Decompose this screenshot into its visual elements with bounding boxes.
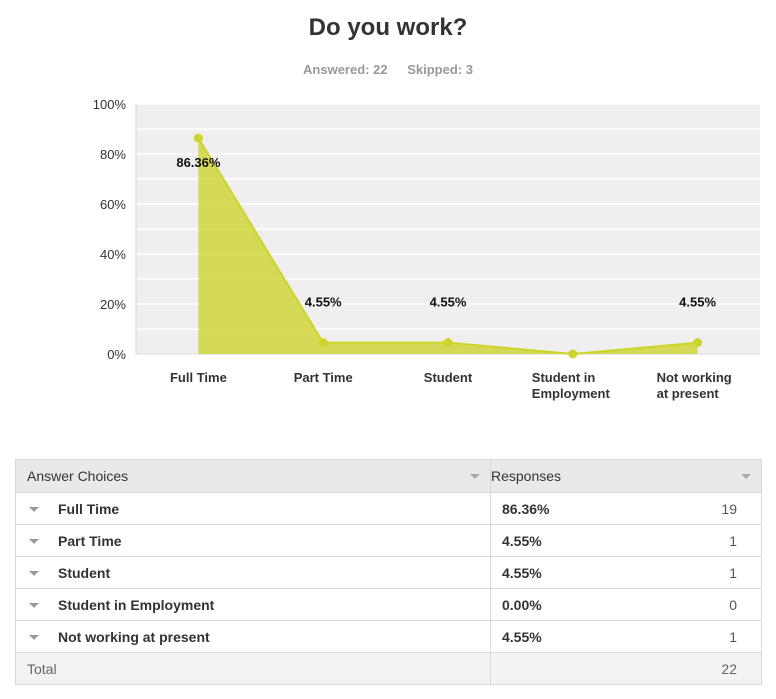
y-tick-label: 80%	[100, 147, 126, 162]
response-percent: 86.36%	[490, 492, 617, 525]
y-tick-label: 0%	[107, 347, 126, 362]
sort-arrow-icon[interactable]	[741, 474, 751, 479]
data-point	[693, 338, 703, 348]
x-tick-label: Employment	[532, 386, 611, 401]
chart-title: Do you work?	[308, 14, 468, 41]
responses-header-label: Responses	[490, 468, 562, 484]
y-tick-label: 100%	[93, 97, 127, 112]
response-count: 1	[616, 524, 763, 557]
y-tick-label: 60%	[100, 197, 126, 212]
response-summary: Answered: 22 Skipped: 3	[0, 62, 776, 77]
data-label: 86.36%	[176, 155, 221, 170]
y-tick-label: 20%	[100, 297, 126, 312]
table-row[interactable]: Part Time 4.55% 1	[15, 524, 763, 557]
answer-choices-header-label: Answer Choices	[27, 468, 129, 484]
total-row: Total 22	[15, 652, 763, 685]
area-fill	[198, 138, 698, 354]
answer-choice: Not working at present	[58, 628, 210, 645]
x-tick-label: Student in	[532, 370, 596, 385]
answer-choice: Student	[58, 564, 111, 581]
total-label: Total	[15, 652, 491, 685]
data-label: 4.55%	[430, 295, 467, 310]
expand-arrow-icon[interactable]	[29, 635, 39, 641]
y-tick-label: 40%	[100, 247, 126, 262]
x-tick-label: Full Time	[170, 370, 227, 385]
answer-choice: Part Time	[58, 532, 122, 549]
skipped-count: Skipped: 3	[407, 62, 473, 77]
x-tick-label: Not working	[657, 370, 732, 385]
total-count: 22	[616, 652, 763, 685]
responses-header[interactable]: Responses	[490, 459, 763, 493]
answer-choice: Student in Employment	[58, 596, 215, 613]
data-point	[443, 338, 453, 348]
table-header-row: Answer Choices Responses	[15, 459, 763, 493]
response-count: 0	[616, 588, 763, 621]
table-row[interactable]: Full Time 86.36% 19	[15, 492, 763, 525]
sort-arrow-icon[interactable]	[469, 474, 480, 479]
x-tick-label: at present	[657, 386, 720, 401]
expand-arrow-icon[interactable]	[29, 507, 39, 513]
expand-arrow-icon[interactable]	[29, 603, 39, 609]
expand-arrow-icon[interactable]	[29, 571, 39, 577]
data-label: 4.55%	[305, 295, 342, 310]
table-row[interactable]: Student 4.55% 1	[15, 556, 763, 589]
response-count: 1	[616, 620, 763, 653]
expand-arrow-icon[interactable]	[29, 539, 39, 545]
answer-choice: Full Time	[58, 500, 120, 517]
answered-count: Answered: 22	[303, 62, 388, 77]
response-count: 19	[616, 492, 763, 525]
table-row[interactable]: Student in Employment 0.00% 0	[15, 588, 763, 621]
answer-choices-header[interactable]: Answer Choices	[15, 459, 491, 493]
response-percent: 4.55%	[490, 556, 617, 589]
response-percent: 4.55%	[490, 620, 617, 653]
response-percent: 0.00%	[490, 588, 617, 621]
response-count: 1	[616, 556, 763, 589]
area-chart: 0% 20% 40% 60% 80% 100% 86.36% 4.55% 4.55% 4.55% F…	[93, 97, 760, 401]
data-label: 4.55%	[679, 295, 716, 310]
data-point	[568, 349, 578, 359]
data-point	[318, 338, 328, 348]
data-point	[193, 133, 203, 143]
table-row[interactable]: Not working at present 4.55% 1	[15, 620, 763, 653]
x-tick-label: Student	[424, 370, 473, 385]
responses-table: Answer Choices Responses Full Time 86.36…	[15, 459, 763, 685]
response-percent: 4.55%	[490, 524, 617, 557]
x-tick-label: Part Time	[294, 370, 353, 385]
